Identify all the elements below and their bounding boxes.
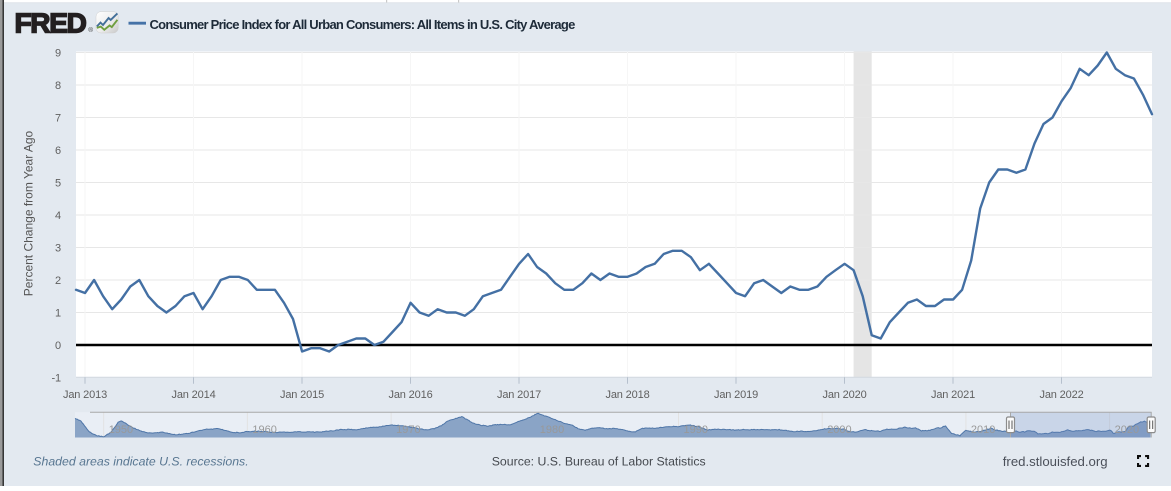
svg-text:Consumer Price Index for All U: Consumer Price Index for All Urban Consu… bbox=[150, 17, 576, 32]
svg-text:1970: 1970 bbox=[396, 424, 420, 436]
svg-text:2020: 2020 bbox=[1115, 424, 1139, 436]
svg-text:1950: 1950 bbox=[109, 424, 133, 436]
svg-text:Jan 2016: Jan 2016 bbox=[388, 389, 432, 401]
svg-text:Jan 2014: Jan 2014 bbox=[171, 389, 215, 401]
svg-text:6: 6 bbox=[55, 145, 61, 157]
svg-text:1: 1 bbox=[55, 308, 61, 320]
svg-text:Jan 2015: Jan 2015 bbox=[280, 389, 324, 401]
svg-text:Jan 2021: Jan 2021 bbox=[931, 389, 975, 401]
svg-text:1990: 1990 bbox=[684, 424, 708, 436]
svg-text:Source: U.S. Bureau of Labor S: Source: U.S. Bureau of Labor Statistics bbox=[492, 454, 706, 468]
svg-text:-1: -1 bbox=[52, 373, 62, 385]
svg-text:Jan 2020: Jan 2020 bbox=[822, 389, 866, 401]
svg-text:®: ® bbox=[88, 26, 93, 34]
svg-text:7: 7 bbox=[55, 113, 61, 125]
svg-text:0: 0 bbox=[55, 340, 61, 352]
svg-text:Jan 2018: Jan 2018 bbox=[605, 389, 649, 401]
svg-text:2000: 2000 bbox=[827, 424, 851, 436]
svg-text:Jan 2019: Jan 2019 bbox=[714, 389, 758, 401]
svg-text:1960: 1960 bbox=[252, 424, 276, 436]
svg-text:Percent Change from Year Ago: Percent Change from Year Ago bbox=[22, 130, 36, 296]
svg-text:5: 5 bbox=[55, 178, 61, 190]
svg-text:9: 9 bbox=[55, 48, 61, 60]
svg-text:8: 8 bbox=[55, 80, 61, 92]
svg-text:fred.stlouisfed.org: fred.stlouisfed.org bbox=[1003, 454, 1108, 469]
svg-text:Shaded areas indicate U.S. rec: Shaded areas indicate U.S. recessions. bbox=[33, 454, 248, 468]
svg-text:Jan 2022: Jan 2022 bbox=[1039, 389, 1083, 401]
svg-text:FRED: FRED bbox=[15, 8, 87, 39]
svg-text:Jan 2017: Jan 2017 bbox=[497, 389, 541, 401]
svg-text:2010: 2010 bbox=[971, 424, 995, 436]
svg-text:Jan 2013: Jan 2013 bbox=[63, 389, 107, 401]
svg-text:3: 3 bbox=[55, 243, 61, 255]
svg-text:1980: 1980 bbox=[540, 424, 564, 436]
svg-text:2: 2 bbox=[55, 275, 61, 287]
svg-text:4: 4 bbox=[55, 210, 61, 222]
